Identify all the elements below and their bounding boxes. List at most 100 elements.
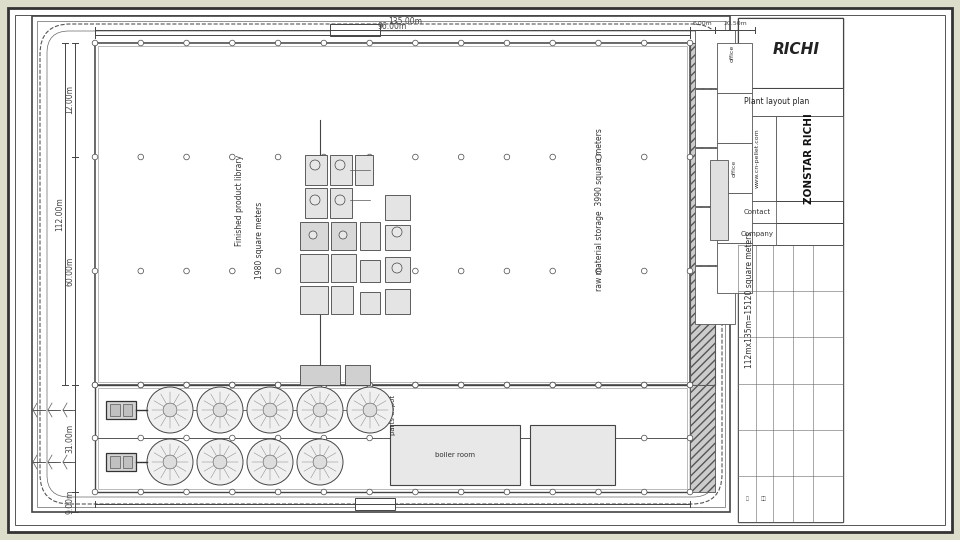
Bar (360, 222, 380, 250)
Circle shape (413, 382, 419, 388)
Bar (717, 243, 752, 293)
Circle shape (392, 263, 402, 273)
Circle shape (163, 403, 177, 417)
Bar (305, 155, 327, 185)
Circle shape (550, 382, 556, 388)
Bar (300, 286, 328, 314)
Circle shape (504, 268, 510, 274)
Circle shape (297, 439, 343, 485)
Text: Company: Company (740, 231, 774, 237)
Circle shape (367, 382, 372, 388)
Bar (738, 18, 843, 88)
Circle shape (687, 268, 693, 274)
Bar (106, 453, 136, 471)
Circle shape (550, 382, 556, 388)
Bar (717, 93, 752, 143)
Circle shape (147, 439, 193, 485)
Text: raw material storage  3990 square meters: raw material storage 3990 square meters (595, 129, 605, 292)
Circle shape (321, 40, 326, 46)
Circle shape (310, 160, 320, 170)
Circle shape (413, 382, 419, 388)
Bar (331, 254, 356, 282)
Circle shape (197, 387, 243, 433)
Circle shape (347, 387, 393, 433)
Circle shape (641, 382, 647, 388)
Circle shape (641, 382, 647, 388)
Circle shape (595, 489, 601, 495)
Circle shape (595, 382, 601, 388)
Bar (385, 289, 410, 314)
Bar (385, 225, 410, 250)
Circle shape (504, 382, 510, 388)
Bar (695, 89, 735, 147)
Circle shape (163, 455, 177, 469)
Circle shape (550, 489, 556, 495)
Circle shape (263, 455, 276, 469)
Bar (385, 257, 410, 282)
Bar (110, 404, 120, 416)
Circle shape (458, 435, 464, 441)
Bar (300, 254, 328, 282)
Text: 序: 序 (746, 496, 749, 502)
Bar (695, 207, 735, 265)
Circle shape (367, 40, 372, 46)
Text: 1980 square meters: 1980 square meters (255, 201, 265, 279)
Bar (98, 388, 687, 489)
Circle shape (276, 268, 281, 274)
Bar (738, 201, 776, 223)
Circle shape (550, 435, 556, 441)
Circle shape (458, 382, 464, 388)
Text: 112mx135m=15120 square meters: 112mx135m=15120 square meters (746, 232, 755, 368)
Text: Contact: Contact (743, 209, 771, 215)
Text: 135.00m: 135.00m (388, 17, 422, 26)
Circle shape (92, 435, 98, 441)
Bar (738, 116, 776, 201)
Text: www.cn-pellet.com: www.cn-pellet.com (755, 129, 759, 188)
Text: 60.00m: 60.00m (65, 256, 75, 286)
Circle shape (263, 403, 276, 417)
Circle shape (92, 154, 98, 160)
Text: 9.00m: 9.00m (65, 490, 75, 514)
Bar (95, 385, 690, 492)
Bar (123, 404, 132, 416)
Circle shape (138, 382, 144, 388)
Bar (331, 222, 356, 250)
Bar (305, 188, 327, 218)
Circle shape (183, 268, 189, 274)
Circle shape (313, 403, 327, 417)
Circle shape (550, 268, 556, 274)
Circle shape (335, 160, 345, 170)
Bar (300, 222, 328, 250)
Circle shape (229, 154, 235, 160)
Circle shape (367, 154, 372, 160)
Circle shape (229, 489, 235, 495)
Bar (37, 21, 725, 507)
Bar (98, 46, 687, 382)
Circle shape (641, 40, 647, 46)
Bar (690, 385, 715, 492)
Circle shape (392, 227, 402, 237)
Text: parts depot: parts depot (390, 395, 396, 435)
Text: ZONSTAR RICHI: ZONSTAR RICHI (804, 113, 814, 204)
Circle shape (276, 435, 281, 441)
Text: 6.00m: 6.00m (692, 21, 712, 26)
Circle shape (413, 268, 419, 274)
Bar (738, 245, 843, 522)
Circle shape (213, 403, 227, 417)
Circle shape (92, 40, 98, 46)
Bar (330, 155, 352, 185)
Circle shape (247, 439, 293, 485)
Bar (95, 43, 690, 385)
Circle shape (641, 435, 647, 441)
Circle shape (413, 40, 419, 46)
Text: 31.00m: 31.00m (65, 424, 75, 453)
Circle shape (310, 195, 320, 205)
Circle shape (197, 439, 243, 485)
Text: boiler room: boiler room (435, 452, 475, 458)
Circle shape (550, 154, 556, 160)
Circle shape (138, 435, 144, 441)
Bar (106, 401, 136, 419)
Circle shape (367, 382, 372, 388)
Circle shape (413, 489, 419, 495)
Circle shape (687, 489, 693, 495)
